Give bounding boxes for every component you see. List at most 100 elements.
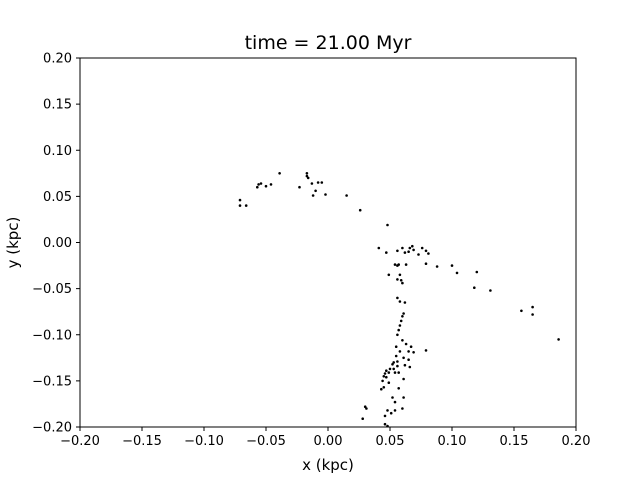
data-point bbox=[238, 204, 242, 207]
data-point bbox=[396, 278, 399, 281]
y-tick-label: −0.15 bbox=[32, 374, 72, 389]
data-point bbox=[398, 324, 402, 327]
data-point bbox=[407, 250, 410, 253]
data-point bbox=[392, 361, 396, 364]
data-point bbox=[396, 296, 399, 300]
data-point bbox=[383, 422, 387, 426]
y-tick-label: 0.00 bbox=[43, 236, 72, 251]
data-point bbox=[404, 342, 408, 346]
data-point bbox=[427, 252, 430, 255]
data-point bbox=[382, 375, 386, 378]
y-tick-label: 0.05 bbox=[43, 190, 72, 205]
data-point bbox=[391, 396, 394, 399]
y-tick-label: 0.10 bbox=[43, 144, 72, 159]
data-point bbox=[393, 371, 397, 374]
data-point bbox=[407, 358, 410, 362]
y-tick-label: −0.20 bbox=[32, 421, 72, 436]
data-point bbox=[520, 309, 523, 313]
data-point bbox=[402, 396, 405, 399]
data-point bbox=[455, 271, 459, 275]
data-point bbox=[531, 313, 534, 316]
data-point bbox=[403, 301, 407, 304]
data-point bbox=[264, 184, 268, 188]
data-point bbox=[408, 365, 412, 369]
data-point bbox=[403, 251, 407, 254]
data-point bbox=[259, 182, 263, 185]
data-point bbox=[387, 273, 391, 277]
x-axis-label: x (kpc) bbox=[302, 456, 354, 474]
data-point bbox=[278, 172, 281, 175]
data-point bbox=[398, 350, 402, 353]
data-point bbox=[255, 185, 259, 189]
x-tick-label: 0.00 bbox=[314, 434, 343, 449]
data-point bbox=[489, 289, 492, 292]
data-point bbox=[388, 367, 392, 371]
data-points bbox=[238, 172, 560, 428]
data-point bbox=[389, 411, 393, 415]
data-point bbox=[396, 360, 399, 363]
data-point bbox=[409, 345, 413, 349]
data-point bbox=[314, 189, 317, 193]
data-point bbox=[305, 174, 309, 178]
x-tick-label: −0.10 bbox=[184, 434, 224, 449]
data-point bbox=[385, 375, 388, 379]
data-point bbox=[435, 265, 439, 268]
data-point bbox=[397, 371, 401, 374]
data-point bbox=[386, 409, 389, 412]
x-tick-label: −0.20 bbox=[60, 434, 100, 449]
data-point bbox=[424, 262, 428, 266]
data-point bbox=[402, 356, 405, 360]
data-point bbox=[408, 246, 412, 250]
data-point bbox=[385, 251, 388, 254]
data-point bbox=[397, 263, 401, 266]
data-point bbox=[391, 363, 394, 366]
data-point bbox=[238, 198, 242, 202]
data-point bbox=[401, 339, 404, 342]
data-point bbox=[450, 264, 454, 267]
y-tick-label: −0.05 bbox=[32, 282, 72, 297]
y-tick-label: −0.10 bbox=[32, 328, 72, 343]
data-point bbox=[394, 354, 398, 358]
data-point bbox=[305, 172, 309, 175]
data-point bbox=[473, 286, 476, 290]
data-point bbox=[361, 417, 365, 421]
data-point bbox=[377, 246, 381, 250]
data-point bbox=[387, 371, 391, 374]
data-point bbox=[404, 263, 408, 266]
data-point bbox=[412, 351, 415, 354]
data-point bbox=[407, 350, 410, 353]
data-point bbox=[531, 305, 534, 309]
data-point bbox=[365, 407, 368, 410]
x-tick-label: −0.05 bbox=[246, 434, 286, 449]
x-tick-label: 0.20 bbox=[562, 434, 591, 449]
data-point bbox=[417, 253, 420, 256]
data-point bbox=[401, 281, 404, 285]
data-point bbox=[392, 367, 396, 371]
x-tick-label: 0.15 bbox=[500, 434, 529, 449]
plot-frame bbox=[79, 57, 577, 428]
data-point bbox=[324, 193, 327, 196]
data-point bbox=[396, 333, 399, 337]
x-axis: −0.20 −0.15 −0.10 −0.05 0.00 0.05 0.10 0.15 0.20 bbox=[60, 427, 590, 449]
data-point bbox=[411, 244, 414, 248]
data-point bbox=[396, 249, 399, 253]
data-point bbox=[424, 249, 428, 253]
data-point bbox=[310, 182, 314, 185]
data-point bbox=[394, 345, 398, 349]
data-point bbox=[403, 363, 407, 367]
data-point bbox=[399, 319, 403, 323]
data-point bbox=[401, 407, 404, 410]
data-point bbox=[424, 349, 428, 352]
data-point bbox=[387, 381, 391, 385]
chart-title: time = 21.00 Myr bbox=[245, 32, 412, 54]
data-point bbox=[393, 263, 397, 266]
data-point bbox=[398, 273, 402, 277]
data-point bbox=[358, 208, 362, 212]
data-point bbox=[244, 204, 248, 207]
data-point bbox=[257, 183, 260, 186]
x-tick-label: 0.10 bbox=[438, 434, 467, 449]
data-point bbox=[402, 312, 405, 315]
data-point bbox=[269, 183, 273, 186]
